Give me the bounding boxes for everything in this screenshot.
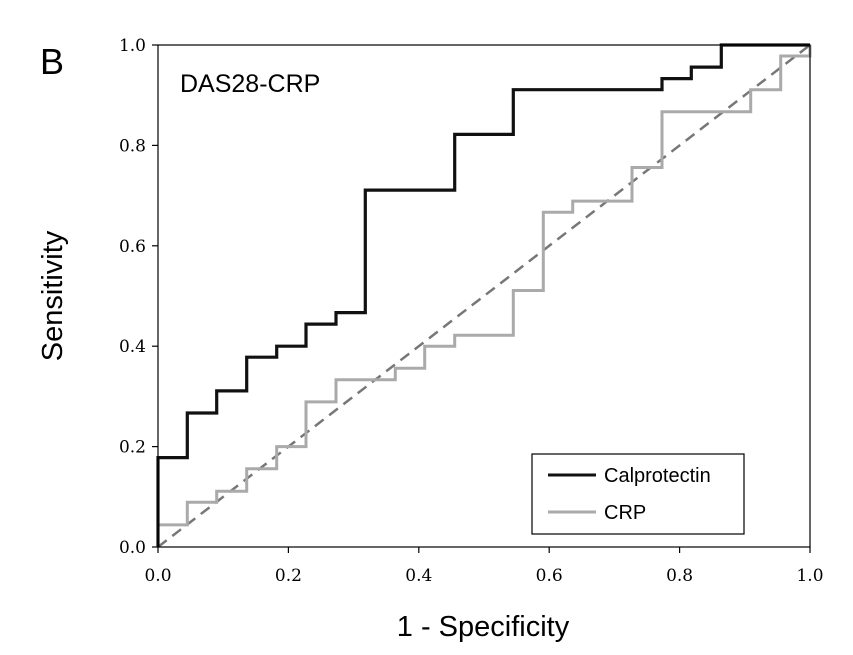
chart-title: DAS28-CRP [180,70,320,98]
legend-label-calprotectin: Calprotectin [604,465,711,487]
y-tick-label: 0.8 [119,136,146,156]
series-line-calprotectin [156,43,810,547]
x-tick-label: 0.2 [275,566,302,586]
legend-box [531,453,745,535]
x-tick-label: 1.0 [796,566,823,586]
y-tick-label: 1.0 [119,36,146,56]
x-tick-label: 0.4 [405,566,432,586]
x-tick-label: 0.6 [536,566,563,586]
y-tick-label: 0.6 [119,237,146,257]
y-tick-label: 0.2 [119,438,146,458]
panel-letter: B [40,41,64,82]
x-tick-label: 0.0 [144,566,171,586]
y-tick-label: 0.0 [119,538,146,558]
legend-label-crp: CRP [604,502,646,524]
x-axis-label: 1 - Specificity [397,611,570,643]
y-tick-label: 0.4 [119,337,146,357]
legend: Calprotectin CRP [531,453,745,535]
x-tick-label: 0.8 [666,566,693,586]
plot-layer: 0.0 0.2 0.4 0.6 0.8 1.0 0.0 0.2 0.4 0.6 0.8 1.0 [119,36,824,586]
y-axis-label: Sensitivity [37,230,69,361]
plot-frame [157,44,811,548]
series-line-crp [156,45,812,547]
reference-diagonal-line [157,44,811,548]
